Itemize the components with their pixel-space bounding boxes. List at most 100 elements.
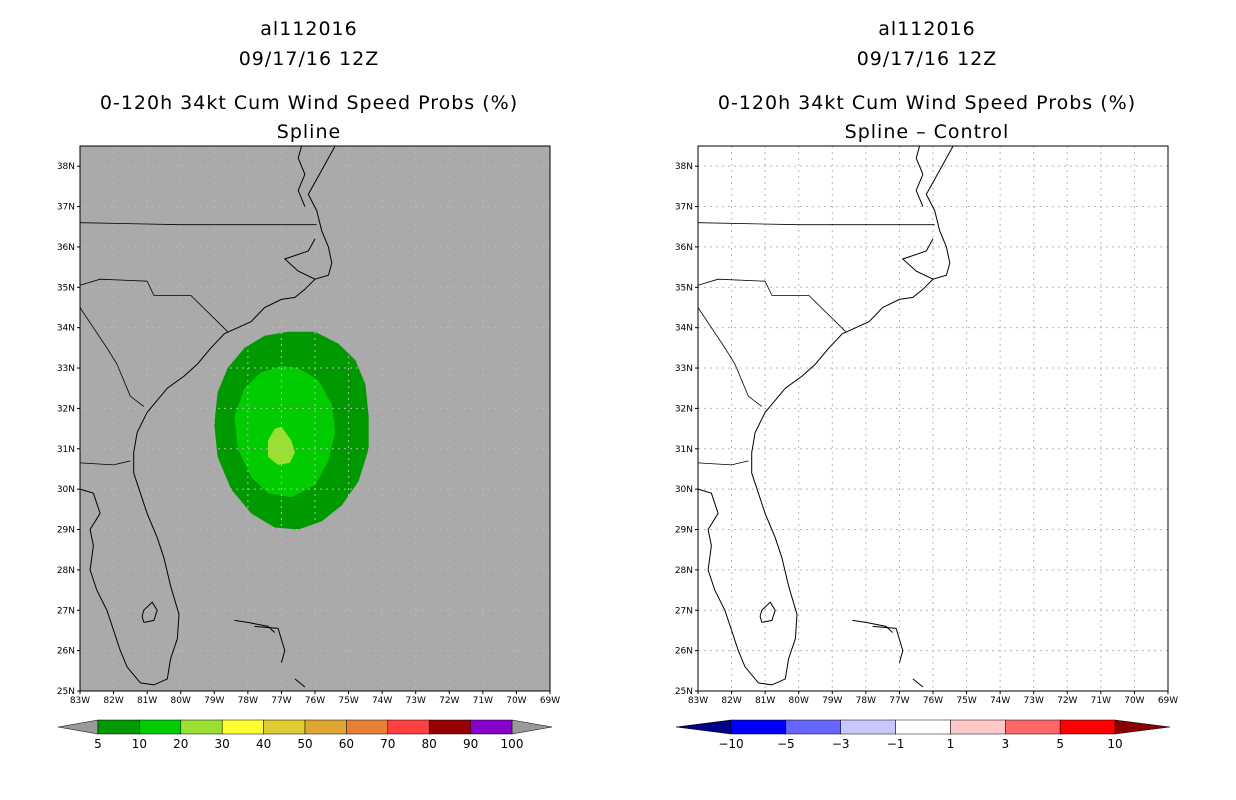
- lon-tick-label: 72W: [439, 696, 459, 706]
- lon-tick-label: 73W: [1024, 696, 1044, 706]
- lat-tick-label: 27N: [57, 606, 75, 616]
- lat-tick-label: 38N: [675, 162, 693, 172]
- diff-colorbar-swatch: [895, 719, 951, 735]
- lon-tick-label: 80W: [171, 696, 191, 706]
- bahamas-island: [852, 619, 894, 633]
- prob-contour-20-30: [268, 426, 295, 465]
- storm-id: al112016: [260, 18, 358, 40]
- lat-tick-label: 35N: [57, 283, 75, 293]
- state-border: [79, 307, 145, 407]
- state-border: [79, 222, 317, 226]
- lon-tick-label: 79W: [204, 696, 224, 706]
- lon-tick-label: 75W: [338, 696, 358, 706]
- lat-tick-label: 36N: [675, 243, 693, 253]
- lon-tick-label: 70W: [1124, 696, 1144, 706]
- left-map-panel: al112016 09/17/16 12Z 0-120h 34kt Cum Wi…: [57, 18, 560, 751]
- lon-tick-label: 78W: [238, 696, 258, 706]
- lat-tick-label: 35N: [675, 283, 693, 293]
- prob-colorbar-label: 5: [94, 737, 102, 751]
- prob-colorbar-swatch: [304, 719, 347, 735]
- lat-tick-label: 31N: [57, 445, 75, 455]
- prob-colorbar-low-arrow: [57, 719, 99, 735]
- lat-tick-label: 33N: [57, 364, 75, 374]
- coastline: [79, 145, 336, 686]
- storm-id: al112016: [878, 18, 976, 40]
- diff-colorbar-label: 5: [1056, 737, 1064, 751]
- state-border: [697, 222, 935, 226]
- diff-colorbar-label: −3: [832, 737, 850, 751]
- diff-colorbar-swatch: [785, 719, 841, 735]
- diff-colorbar-swatch: [950, 719, 1006, 735]
- state-border: [79, 460, 131, 466]
- prob-colorbar-swatch: [139, 719, 182, 735]
- bahamas-island: [912, 678, 924, 688]
- prob-colorbar-label: 100: [501, 737, 524, 751]
- diff-colorbar-swatch: [840, 719, 896, 735]
- coastline: [697, 145, 954, 686]
- product-title: 0-120h 34kt Cum Wind Speed Probs (%): [99, 92, 519, 114]
- lat-tick-label: 34N: [57, 324, 75, 334]
- lon-tick-label: 82W: [721, 696, 741, 706]
- prob-colorbar-high-arrow: [511, 719, 553, 735]
- forecast-datetime: 09/17/16 12Z: [238, 48, 380, 70]
- bahamas-island: [234, 619, 276, 633]
- lat-tick-label: 25N: [675, 687, 693, 697]
- diff-colorbar-low-arrow: [675, 719, 732, 735]
- lon-tick-label: 83W: [70, 696, 90, 706]
- lon-tick-label: 71W: [1091, 696, 1111, 706]
- prob-colorbar-swatch: [346, 719, 389, 735]
- diff-colorbar-label: 3: [1001, 737, 1009, 751]
- lon-tick-label: 81W: [755, 696, 775, 706]
- lat-tick-label: 28N: [57, 566, 75, 576]
- lon-tick-label: 71W: [473, 696, 493, 706]
- state-border: [697, 460, 749, 466]
- lat-tick-label: 25N: [57, 687, 75, 697]
- diff-colorbar-swatch: [1005, 719, 1061, 735]
- lon-tick-label: 77W: [889, 696, 909, 706]
- forecast-datetime: 09/17/16 12Z: [856, 48, 998, 70]
- lat-tick-label: 33N: [675, 364, 693, 374]
- lon-tick-label: 74W: [990, 696, 1010, 706]
- lat-tick-label: 30N: [675, 485, 693, 495]
- lon-tick-label: 77W: [271, 696, 291, 706]
- lat-tick-label: 32N: [57, 404, 75, 414]
- lon-tick-label: 79W: [822, 696, 842, 706]
- prob-colorbar-swatch: [221, 719, 264, 735]
- prob-colorbar-swatch: [470, 719, 513, 735]
- product-title: 0-120h 34kt Cum Wind Speed Probs (%): [717, 92, 1137, 114]
- diff-colorbar-label: −10: [718, 737, 743, 751]
- lake-okeechobee: [759, 601, 776, 623]
- lon-tick-label: 75W: [956, 696, 976, 706]
- prob-colorbar-label: 70: [380, 737, 395, 751]
- lat-tick-label: 29N: [57, 526, 75, 536]
- lat-tick-label: 26N: [57, 647, 75, 657]
- chesapeake-coastline: [915, 145, 924, 207]
- lat-tick-label: 34N: [675, 324, 693, 334]
- probability-map: 38N 37N 36N 35N 34N 33N 32N 31N 30N 29N 28N 27N 26N 2…: [57, 145, 560, 751]
- panel-subtitle: Spline: [276, 121, 342, 143]
- lat-tick-label: 29N: [675, 526, 693, 536]
- prob-colorbar-swatch: [263, 719, 306, 735]
- lon-tick-label: 69W: [540, 696, 560, 706]
- lon-tick-label: 74W: [372, 696, 392, 706]
- diff-colorbar-swatch: [730, 719, 787, 735]
- lon-tick-label: 78W: [856, 696, 876, 706]
- lat-tick-label: 26N: [675, 647, 693, 657]
- prob-colorbar-swatch: [387, 719, 430, 735]
- lon-tick-label: 76W: [305, 696, 325, 706]
- prob-colorbar-label: 10: [132, 737, 147, 751]
- bahamas-island: [254, 625, 286, 663]
- lat-tick-label: 37N: [675, 203, 693, 213]
- right-map-panel: al112016 09/17/16 12Z 0-120h 34kt Cum Wi…: [618, 0, 1236, 800]
- lat-tick-label: 27N: [675, 606, 693, 616]
- lat-tick-label: 32N: [675, 404, 693, 414]
- prob-colorbar-swatch: [428, 719, 471, 735]
- lat-tick-label: 38N: [57, 162, 75, 172]
- prob-colorbar-label: 90: [463, 737, 478, 751]
- lon-tick-label: 69W: [1158, 696, 1178, 706]
- lon-tick-label: 70W: [506, 696, 526, 706]
- prob-colorbar-label: 80: [422, 737, 437, 751]
- pamlico-coastline: [283, 238, 316, 280]
- lon-tick-label: 81W: [137, 696, 157, 706]
- lon-tick-label: 80W: [789, 696, 809, 706]
